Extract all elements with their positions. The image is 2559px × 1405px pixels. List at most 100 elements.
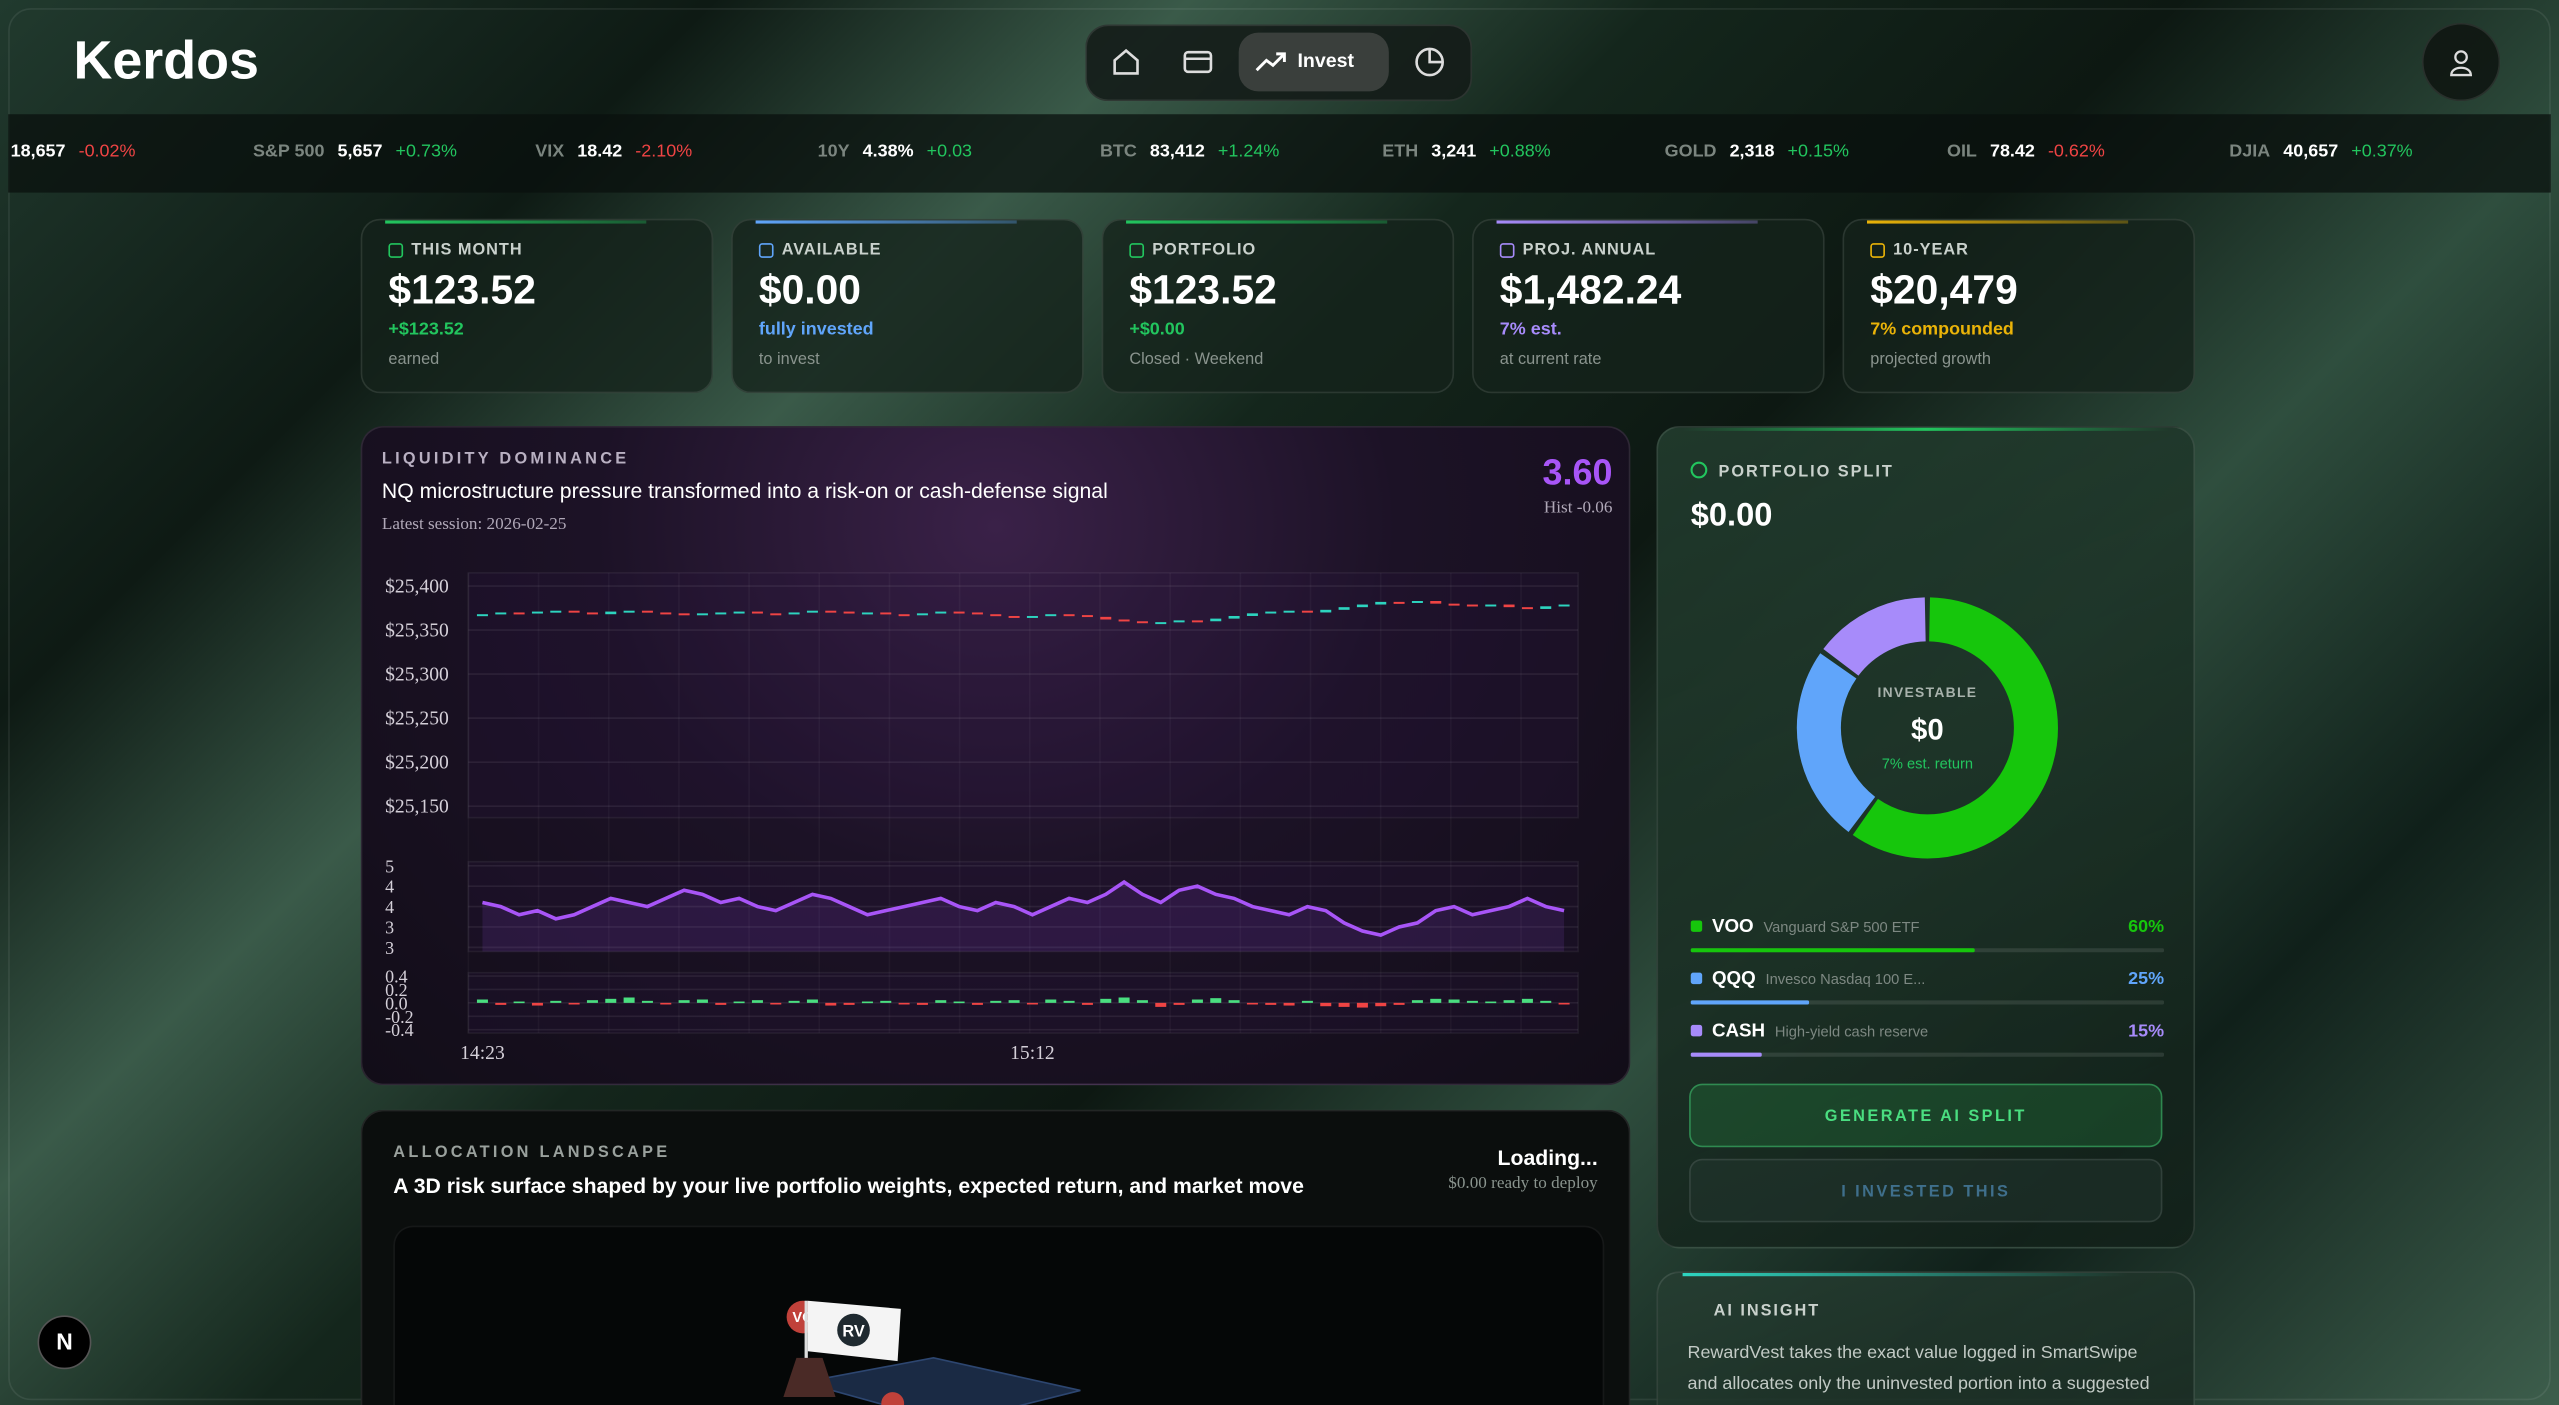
hist-bar [568,1002,580,1005]
invested-button[interactable]: I INVESTED THIS [1689,1158,2163,1223]
landscape-note: $0.00 ready to deploy [1448,1175,1598,1193]
hist-bar [751,1000,763,1003]
candle [1375,601,1387,605]
y-tick-label: -0.2 [385,1007,413,1027]
split-chart: PORTFOLIO SPLIT $0.00 INVESTABLE $0 7% e… [1690,461,2165,1057]
hist-bar [1136,1000,1148,1003]
hist-bar [1228,1000,1240,1003]
candle [1521,607,1533,610]
candle [1320,609,1332,613]
card-label: AVAILABLE [781,241,882,260]
card-note: earned [388,350,440,369]
home-icon[interactable] [1110,46,1143,79]
candle [641,610,653,613]
hist-bar [1246,1002,1258,1005]
card-sub: +$0.00 [1129,319,1185,340]
ticker-value: 18.42 [577,141,623,162]
candle [770,613,782,616]
legend-name: Invesco Nasdaq 100 E... [1766,972,1926,988]
y-tick-label: 3 [385,918,394,938]
hist-bar [1338,1002,1350,1007]
legend-ticker: VOO [1712,915,1754,936]
hist-bar [770,1002,782,1005]
accent [755,220,1017,224]
card-label: THIS MONTH [411,241,523,260]
legend-weight: 15% [2128,1020,2164,1040]
ticker-change: +0.03 [926,141,973,162]
candle [1191,620,1203,623]
candle [1540,606,1552,609]
hist-bar [1210,998,1222,1003]
candle [861,612,873,615]
candle [1100,616,1112,620]
pie-icon[interactable] [1413,46,1446,79]
weight-bar [1690,1052,1762,1057]
hist-bar [605,998,617,1003]
stat-card: 10-YEAR $20,479 7% compounded projected gro… [1842,218,2196,394]
candle [733,611,745,614]
legend-weight: 60% [2128,916,2164,936]
chart-label: LIQUIDITY DOMINANCE [382,449,630,467]
hist-bar [935,1000,947,1003]
accent [1682,427,2169,431]
ticker-item: ETH 3,241 +0.88% [1382,142,1664,162]
insight-label: AI INSIGHT [1713,1302,1821,1321]
score: 3.60 [1543,453,1613,493]
donut-segment [1852,597,2058,859]
hist-bar [733,1001,745,1004]
hist-bar [1081,1002,1093,1005]
hist-bar [953,1001,965,1004]
candle [1063,614,1075,617]
card-value: $123.52 [1129,267,1277,314]
insight-panel: AI INSIGHT RewardVest takes the exact va… [1656,1271,2196,1405]
y-tick-label: 0.0 [385,993,407,1013]
candle [1430,601,1442,604]
candle [1393,601,1405,604]
candle [660,612,672,615]
brand[interactable]: Kerdos [73,29,260,90]
hist-bar [1393,1002,1405,1005]
generate-button[interactable]: GENERATE AI SPLIT [1689,1083,2163,1148]
card-icon[interactable] [1182,46,1215,79]
y-tick-label: $25,200 [385,753,449,774]
candle [1411,601,1423,603]
candle [696,613,708,616]
center-note: 7% est. return [1882,757,1973,773]
flag-badge [837,1313,870,1347]
card-note: projected growth [1870,350,1991,369]
hist-bar [788,1000,800,1003]
candle [1210,618,1222,622]
card-sub: fully invested [758,319,874,340]
candle [550,610,562,613]
hist-bar [550,1000,562,1003]
candle [1045,614,1057,617]
hist-bar [696,999,708,1003]
card-value: $0.00 [758,267,861,314]
candle [953,611,965,614]
hist-bar [660,1002,672,1005]
y-tick-label: 4 [385,897,394,917]
landscape-status: Loading... [1497,1145,1598,1171]
accent [1126,220,1388,224]
oscillator-area [482,882,1565,952]
hist-bar [1521,998,1533,1003]
card-sub: 7% est. [1499,319,1562,340]
legend-swatch [1690,920,1703,932]
candle [1301,610,1313,613]
candle [476,614,488,617]
landscape-label: ALLOCATION LANDSCAPE [393,1144,671,1162]
landscape-canvas: VO RV [393,1225,1605,1405]
donut-segment [1796,653,1876,832]
hist-bar [641,1000,653,1003]
candle [1155,622,1167,625]
hist-bar [513,1001,525,1004]
chart-title: NQ microstructure pressure transformed i… [382,480,1108,503]
nav-label[interactable]: Invest [1297,48,1355,72]
card-sub: 7% compounded [1870,319,2014,340]
dev-badge[interactable]: N [37,1315,92,1370]
ticker-item: VIX 18.42 -2.10% [535,142,817,162]
weight-track [1690,1052,2165,1057]
pin [881,1392,905,1405]
candle [971,612,983,615]
